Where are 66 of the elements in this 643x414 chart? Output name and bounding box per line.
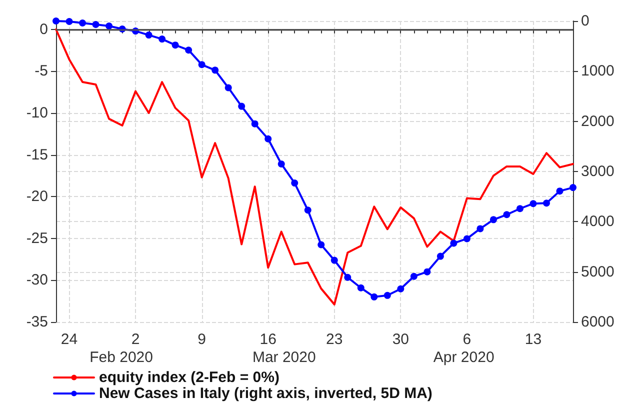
y2-tick-label: 4000 (581, 213, 614, 230)
point (251, 120, 258, 128)
text: Apr 2020 (433, 349, 494, 366)
x-tick-label: 6 (462, 331, 472, 348)
x-tick-label: 2 (131, 331, 140, 348)
x-tick-label: 9 (198, 331, 206, 348)
point (172, 42, 179, 49)
point (570, 184, 576, 192)
point (530, 200, 537, 208)
y2-tick-label: 0 (581, 12, 590, 30)
point (450, 240, 458, 247)
point (52, 18, 60, 24)
point (198, 61, 206, 68)
y-tick-label: -35 (26, 314, 48, 330)
legend-label: New Cases in Italy (right axis, inverted, 5D MA) (99, 385, 432, 402)
y-tick-label: -20 (26, 188, 48, 206)
text: Mar 2020 (252, 349, 316, 366)
point (516, 205, 524, 212)
legend-label: equity index (2-Feb = 0%) (99, 369, 280, 386)
point (542, 200, 550, 207)
point (158, 36, 166, 43)
point (318, 241, 325, 248)
point (384, 292, 391, 299)
point (92, 21, 100, 28)
point (212, 66, 219, 74)
x-tick-label: 23 (326, 331, 343, 348)
point (410, 272, 418, 280)
y-tick-label: -25 (26, 230, 48, 247)
y2-tick-label: 1000 (581, 62, 614, 80)
point (238, 102, 246, 110)
y2-tick-label: 6000 (581, 314, 614, 330)
point (424, 268, 431, 276)
point (357, 284, 364, 292)
point (463, 235, 470, 242)
point (278, 160, 285, 168)
point (344, 274, 352, 281)
x-tick-label: 30 (392, 331, 410, 348)
y2-tick-label: 3000 (581, 163, 614, 180)
point (330, 256, 338, 264)
y-tick-label: 0 (40, 20, 48, 38)
point (503, 211, 510, 218)
point (397, 285, 404, 292)
point (304, 206, 312, 214)
point (224, 84, 232, 92)
point (185, 46, 192, 54)
point (66, 18, 73, 25)
y-tick-label: -5 (34, 62, 48, 80)
point (556, 188, 564, 195)
y2-tick-label: 2000 (581, 112, 614, 130)
y-tick-label: -15 (26, 146, 48, 164)
x-tick-label: 24 (60, 331, 78, 348)
point (145, 32, 152, 39)
x-tick-label: 13 (524, 331, 542, 348)
point (291, 180, 298, 187)
text: Feb 2020 (90, 349, 153, 366)
point (476, 225, 484, 232)
point (106, 22, 113, 30)
y-tick-label: -30 (26, 272, 48, 289)
point (264, 135, 272, 142)
y2-tick-label: 5000 (581, 263, 614, 280)
point (79, 20, 86, 27)
point (436, 252, 444, 260)
point (370, 293, 378, 300)
x-tick-label: 16 (260, 331, 276, 348)
point (490, 216, 497, 224)
y-tick-label: -10 (26, 104, 48, 122)
